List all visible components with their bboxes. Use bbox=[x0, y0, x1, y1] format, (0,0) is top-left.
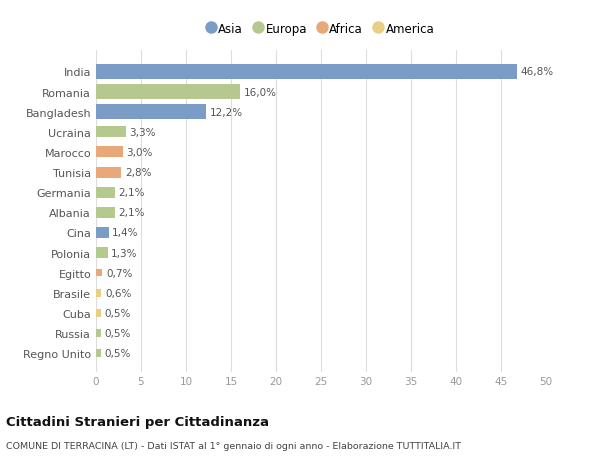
Bar bbox=[96, 65, 517, 79]
Text: 2,1%: 2,1% bbox=[119, 208, 145, 218]
Bar bbox=[96, 207, 115, 218]
Text: 0,5%: 0,5% bbox=[104, 308, 130, 318]
Bar bbox=[96, 187, 115, 198]
Bar bbox=[96, 330, 101, 337]
Text: 0,6%: 0,6% bbox=[105, 288, 131, 298]
Bar bbox=[96, 105, 206, 120]
Bar bbox=[96, 269, 102, 277]
Text: 0,5%: 0,5% bbox=[104, 348, 130, 358]
Text: 3,0%: 3,0% bbox=[127, 148, 153, 157]
Bar bbox=[96, 85, 240, 100]
Bar bbox=[96, 147, 123, 158]
Text: 1,4%: 1,4% bbox=[112, 228, 139, 238]
Text: 46,8%: 46,8% bbox=[521, 67, 554, 77]
Text: 0,7%: 0,7% bbox=[106, 268, 132, 278]
Bar bbox=[96, 227, 109, 238]
Text: 1,3%: 1,3% bbox=[112, 248, 138, 258]
Text: 3,3%: 3,3% bbox=[130, 128, 156, 138]
Text: 2,1%: 2,1% bbox=[119, 188, 145, 198]
Text: 0,5%: 0,5% bbox=[104, 328, 130, 338]
Text: Cittadini Stranieri per Cittadinanza: Cittadini Stranieri per Cittadinanza bbox=[6, 415, 269, 428]
Text: 2,8%: 2,8% bbox=[125, 168, 151, 178]
Legend: Asia, Europa, Africa, America: Asia, Europa, Africa, America bbox=[203, 18, 439, 40]
Bar bbox=[96, 309, 101, 317]
Bar bbox=[96, 167, 121, 178]
Text: 16,0%: 16,0% bbox=[244, 87, 277, 97]
Text: 12,2%: 12,2% bbox=[209, 107, 242, 118]
Bar bbox=[96, 247, 108, 258]
Bar bbox=[96, 127, 126, 138]
Bar bbox=[96, 350, 101, 357]
Text: COMUNE DI TERRACINA (LT) - Dati ISTAT al 1° gennaio di ogni anno - Elaborazione : COMUNE DI TERRACINA (LT) - Dati ISTAT al… bbox=[6, 441, 461, 450]
Bar bbox=[96, 289, 101, 297]
